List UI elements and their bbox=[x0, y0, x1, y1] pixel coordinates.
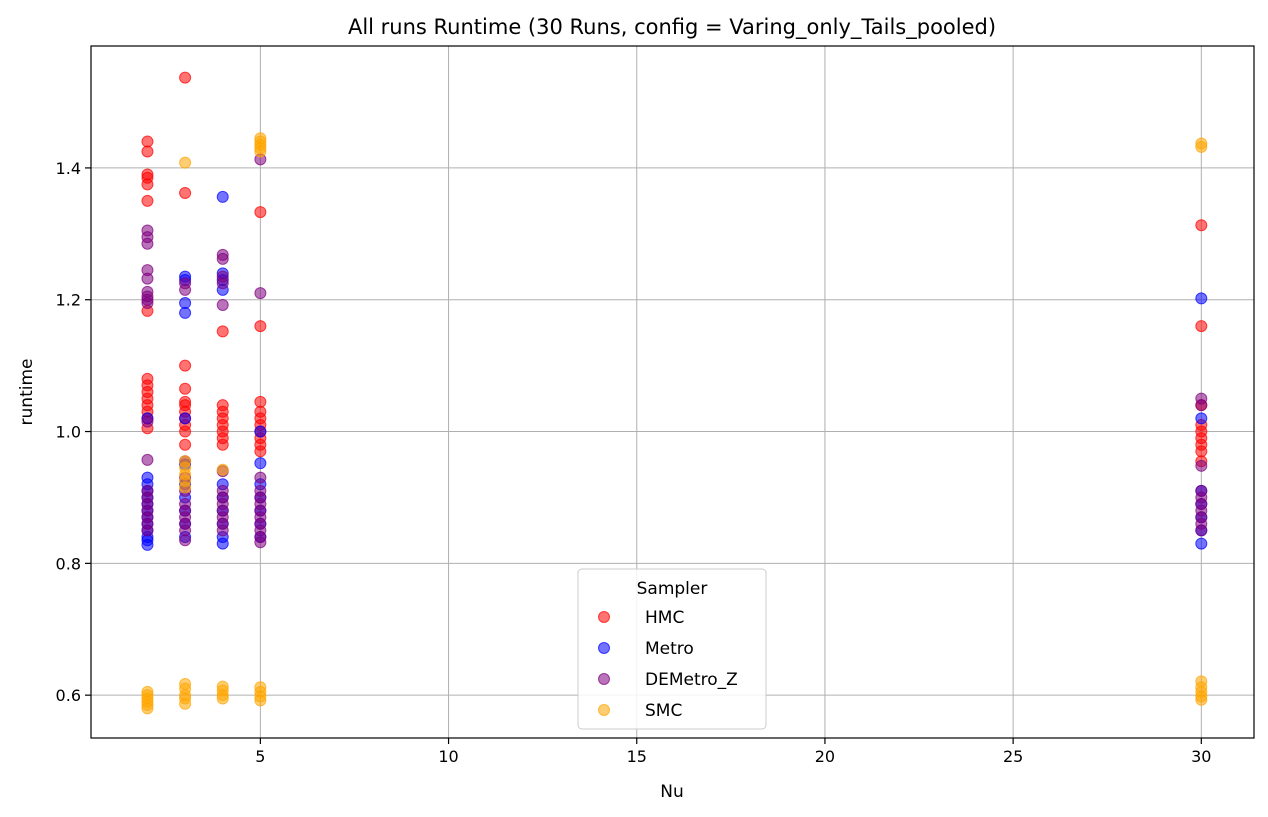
data-point-demetro-z bbox=[216, 277, 229, 290]
y-axis-label: runtime bbox=[17, 359, 37, 426]
grid bbox=[91, 46, 1254, 738]
data-point-smc bbox=[1195, 693, 1208, 706]
data-point-metro bbox=[179, 297, 192, 310]
data-point-demetro-z bbox=[1195, 524, 1208, 537]
data-point-metro bbox=[141, 538, 154, 551]
data-point-demetro-z bbox=[254, 287, 267, 300]
data-point-hmc bbox=[179, 425, 192, 438]
legend-label: DEMetro_Z bbox=[645, 670, 738, 690]
data-point-hmc bbox=[141, 145, 154, 158]
plot-frame bbox=[90, 45, 1255, 739]
data-point-metro bbox=[179, 306, 192, 319]
y-tick-label: 1.4 bbox=[56, 159, 81, 178]
x-tick-label: 30 bbox=[1191, 747, 1211, 766]
data-point-hmc bbox=[141, 178, 154, 191]
data-point-metro bbox=[1195, 412, 1208, 425]
data-point-hmc bbox=[179, 359, 192, 372]
data-point-smc bbox=[1195, 140, 1208, 153]
data-point-demetro-z bbox=[141, 453, 154, 466]
data-point-demetro-z bbox=[254, 471, 267, 484]
x-tick-label: 15 bbox=[627, 747, 647, 766]
legend-marker bbox=[598, 642, 610, 654]
legend-label: Metro bbox=[645, 639, 694, 659]
data-point-smc bbox=[179, 697, 192, 710]
data-point-metro bbox=[254, 457, 267, 470]
legend-label: SMC bbox=[645, 701, 682, 721]
y-tick-label: 1.2 bbox=[56, 291, 81, 310]
data-point-hmc bbox=[1195, 320, 1208, 333]
data-point-hmc bbox=[254, 320, 267, 333]
data-point-metro bbox=[1195, 292, 1208, 305]
legend-title: Sampler bbox=[637, 579, 708, 599]
data-point-demetro-z bbox=[179, 283, 192, 296]
x-tick-label: 5 bbox=[255, 747, 265, 766]
data-point-demetro-z bbox=[141, 272, 154, 285]
data-point-demetro-z bbox=[216, 524, 229, 537]
x-axis-label: Nu bbox=[660, 782, 684, 802]
data-point-hmc bbox=[254, 395, 267, 408]
data-point-demetro-z bbox=[1195, 459, 1208, 472]
data-point-demetro-z bbox=[179, 534, 192, 547]
legend-marker bbox=[598, 704, 610, 716]
data-point-hmc bbox=[141, 135, 154, 148]
x-tick-label: 20 bbox=[815, 747, 835, 766]
data-point-metro bbox=[216, 190, 229, 203]
data-point-hmc bbox=[1195, 219, 1208, 232]
data-point-metro bbox=[216, 537, 229, 550]
data-point-smc bbox=[179, 481, 192, 494]
data-point-hmc bbox=[216, 325, 229, 338]
data-point-smc bbox=[179, 156, 192, 169]
data-point-smc bbox=[216, 463, 229, 476]
data-point-hmc bbox=[141, 194, 154, 207]
legend-box bbox=[577, 568, 767, 730]
legend-marker bbox=[598, 673, 610, 685]
legend: Sampler HMC Metro DEMetro_Z SMC bbox=[577, 568, 767, 730]
y-tick-label: 0.6 bbox=[56, 686, 81, 705]
y-tick-label: 0.8 bbox=[56, 554, 81, 573]
data-point-smc bbox=[254, 145, 267, 158]
data-point-hmc bbox=[179, 438, 192, 451]
data-point-hmc bbox=[179, 186, 192, 199]
data-point-demetro-z bbox=[216, 252, 229, 265]
data-point-hmc bbox=[1195, 445, 1208, 458]
axis-ticks: 5 10 15 20 25 30 0.6 0.8 1.0 1.2 1.4 bbox=[56, 159, 1212, 766]
data-point-demetro-z bbox=[216, 299, 229, 312]
legend-marker bbox=[598, 611, 610, 623]
legend-label: HMC bbox=[645, 608, 684, 628]
data-point-smc bbox=[254, 694, 267, 707]
x-tick-label: 10 bbox=[438, 747, 458, 766]
data-point-demetro-z bbox=[141, 237, 154, 250]
data-point-demetro-z bbox=[254, 536, 267, 549]
data-point-metro bbox=[1195, 537, 1208, 550]
data-point-demetro-z bbox=[141, 415, 154, 428]
x-tick-label: 25 bbox=[1003, 747, 1023, 766]
data-point-hmc bbox=[179, 382, 192, 395]
data-point-demetro-z bbox=[179, 524, 192, 537]
data-point-hmc bbox=[216, 438, 229, 451]
data-point-demetro-z bbox=[1195, 399, 1208, 412]
chart-title: All runs Runtime (30 Runs, config = Vari… bbox=[348, 15, 996, 40]
data-point-demetro-z bbox=[141, 524, 154, 537]
data-point-smc bbox=[141, 702, 154, 715]
y-tick-label: 1.0 bbox=[56, 423, 81, 442]
data-point-metro bbox=[179, 412, 192, 425]
data-point-metro bbox=[254, 425, 267, 438]
data-point-smc bbox=[216, 692, 229, 705]
data-point-hmc bbox=[254, 445, 267, 458]
data-points bbox=[141, 71, 1208, 715]
data-point-hmc bbox=[179, 71, 192, 84]
data-point-hmc bbox=[254, 206, 267, 219]
data-point-demetro-z bbox=[141, 297, 154, 310]
